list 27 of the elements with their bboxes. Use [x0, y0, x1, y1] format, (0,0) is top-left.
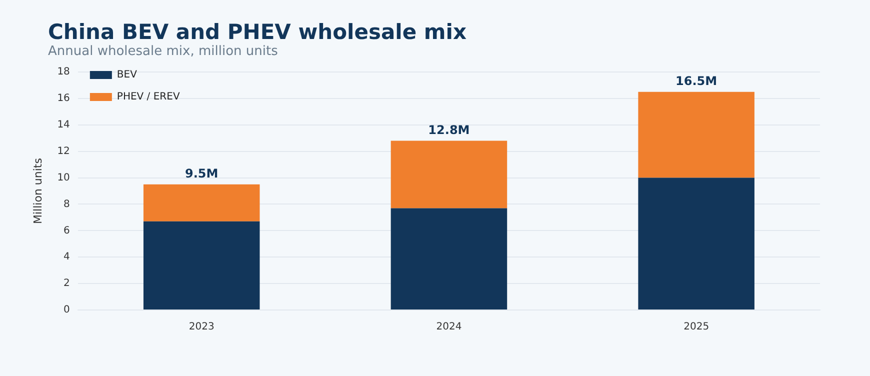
bar [143, 184, 260, 222]
y-tick-label: 8 [64, 198, 70, 210]
x-tick-label: 2023 [188, 322, 214, 333]
bar [390, 140, 508, 208]
y-tick-label: 14 [57, 119, 70, 130]
chart-title: China BEV and PHEV wholesale mix [48, 20, 467, 44]
bar [143, 221, 260, 310]
y-tick-label: 16 [57, 93, 70, 104]
bar [638, 92, 754, 178]
y-tick-label: 10 [57, 172, 70, 184]
y-tick-label: 0 [64, 304, 70, 316]
total-label: 9.5M [185, 166, 218, 181]
bar [638, 178, 754, 310]
chart-subtitle: Annual wholesale mix, million units [48, 44, 278, 59]
x-tick-label: 2025 [684, 322, 710, 333]
y-tick-label: 4 [64, 252, 70, 263]
y-tick-label: 12 [57, 146, 70, 157]
y-tick-label: 6 [64, 225, 70, 236]
y-axis-title: Million units [31, 158, 44, 224]
legend-label: PHEV / EREV [116, 92, 180, 103]
y-tick-label: 18 [57, 66, 70, 78]
total-label: 12.8M [428, 122, 470, 137]
bar [390, 208, 508, 310]
legend-label: BEV [116, 70, 138, 81]
x-tick-label: 2024 [436, 322, 462, 333]
y-tick-label: 2 [64, 278, 70, 290]
total-label: 16.5M [676, 74, 718, 88]
